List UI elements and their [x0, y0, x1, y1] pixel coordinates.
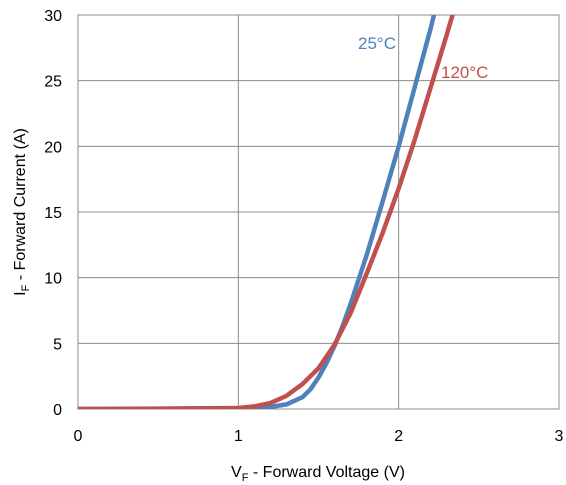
y-axis-title: IF - Forward Current (A)	[12, 128, 32, 296]
series-line-1	[78, 15, 455, 409]
y-tick-label-2: 10	[44, 271, 62, 288]
y-tick-label-1: 5	[53, 336, 62, 353]
series-label-25c: 25°C	[358, 34, 396, 53]
x-axis-title: VF - Forward Voltage (V)	[231, 464, 405, 484]
y-tick-label-4: 20	[44, 139, 62, 156]
y-tick-label-5: 25	[44, 74, 62, 91]
x-tick-label-3: 3	[555, 428, 564, 445]
x-tick-label-0: 0	[74, 428, 83, 445]
x-axis-title-rest: - Forward Voltage (V)	[248, 464, 405, 481]
y-tick-labels: 0 5 10 15 20 25 30	[44, 8, 62, 419]
x-tick-label-2: 2	[394, 428, 403, 445]
y-axis-title-main: I	[12, 291, 29, 295]
y-tick-label-0: 0	[53, 402, 62, 419]
series-group	[78, 15, 455, 409]
y-axis-title-subscript: F	[20, 284, 32, 291]
y-tick-label-6: 30	[44, 8, 62, 25]
x-axis-title-main: V	[231, 464, 242, 481]
x-axis-title-subscript: F	[242, 472, 249, 484]
series-label-120c: 120°C	[441, 63, 488, 82]
x-tick-labels: 0 1 2 3	[74, 428, 564, 445]
plot-frame	[77, 14, 560, 410]
x-tick-label-1: 1	[234, 428, 243, 445]
y-axis-title-rest: - Forward Current (A)	[12, 128, 29, 284]
y-tick-label-3: 15	[44, 205, 62, 222]
